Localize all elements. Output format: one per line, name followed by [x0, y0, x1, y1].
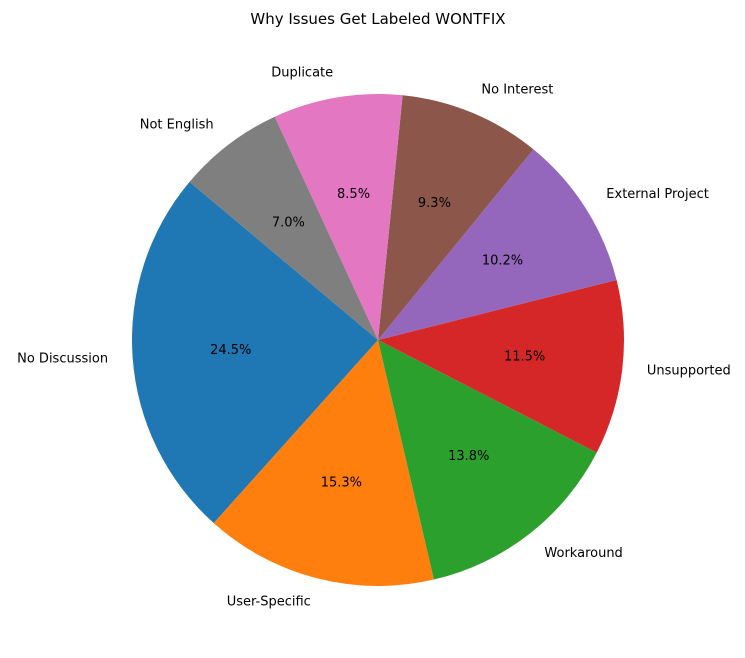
category-label-user-specific: User-Specific — [227, 595, 311, 610]
category-label-workaround: Workaround — [544, 546, 622, 561]
chart-title: Why Issues Get Labeled WONTFIX — [250, 10, 505, 28]
slice-duplicate — [274, 94, 403, 340]
slice-no-interest — [378, 95, 534, 341]
category-label-no-discussion: No Discussion — [17, 352, 108, 367]
slice-external-project — [378, 149, 617, 340]
percent-label-no-discussion: 24.5% — [210, 343, 251, 358]
slice-not-english — [189, 116, 378, 340]
category-label-not-english: Not English — [140, 118, 214, 133]
slice-no-discussion — [131, 181, 378, 524]
percent-label-unsupported: 11.5% — [504, 349, 545, 364]
percent-labels: 24.5% 15.3% 13.8% 11.5% 10.2% 9.3% 8.5% 7.0% — [210, 187, 545, 491]
category-label-external-project: External Project — [606, 187, 709, 202]
category-label-unsupported: Unsupported — [647, 363, 731, 378]
percent-label-external-project: 10.2% — [482, 253, 523, 268]
category-label-duplicate: Duplicate — [271, 66, 333, 81]
slice-unsupported — [378, 279, 624, 453]
percent-label-not-english: 7.0% — [272, 215, 305, 230]
slice-user-specific — [213, 340, 434, 586]
percent-label-no-interest: 9.3% — [418, 196, 451, 211]
category-label-no-interest: No Interest — [481, 82, 553, 97]
percent-label-user-specific: 15.3% — [321, 475, 362, 490]
slice-workaround — [378, 340, 597, 580]
percent-label-duplicate: 8.5% — [337, 187, 370, 202]
pie-slices — [131, 94, 624, 586]
percent-label-workaround: 13.8% — [448, 449, 489, 464]
category-labels: No Discussion User-Specific Workaround Unsu… — [17, 66, 731, 610]
